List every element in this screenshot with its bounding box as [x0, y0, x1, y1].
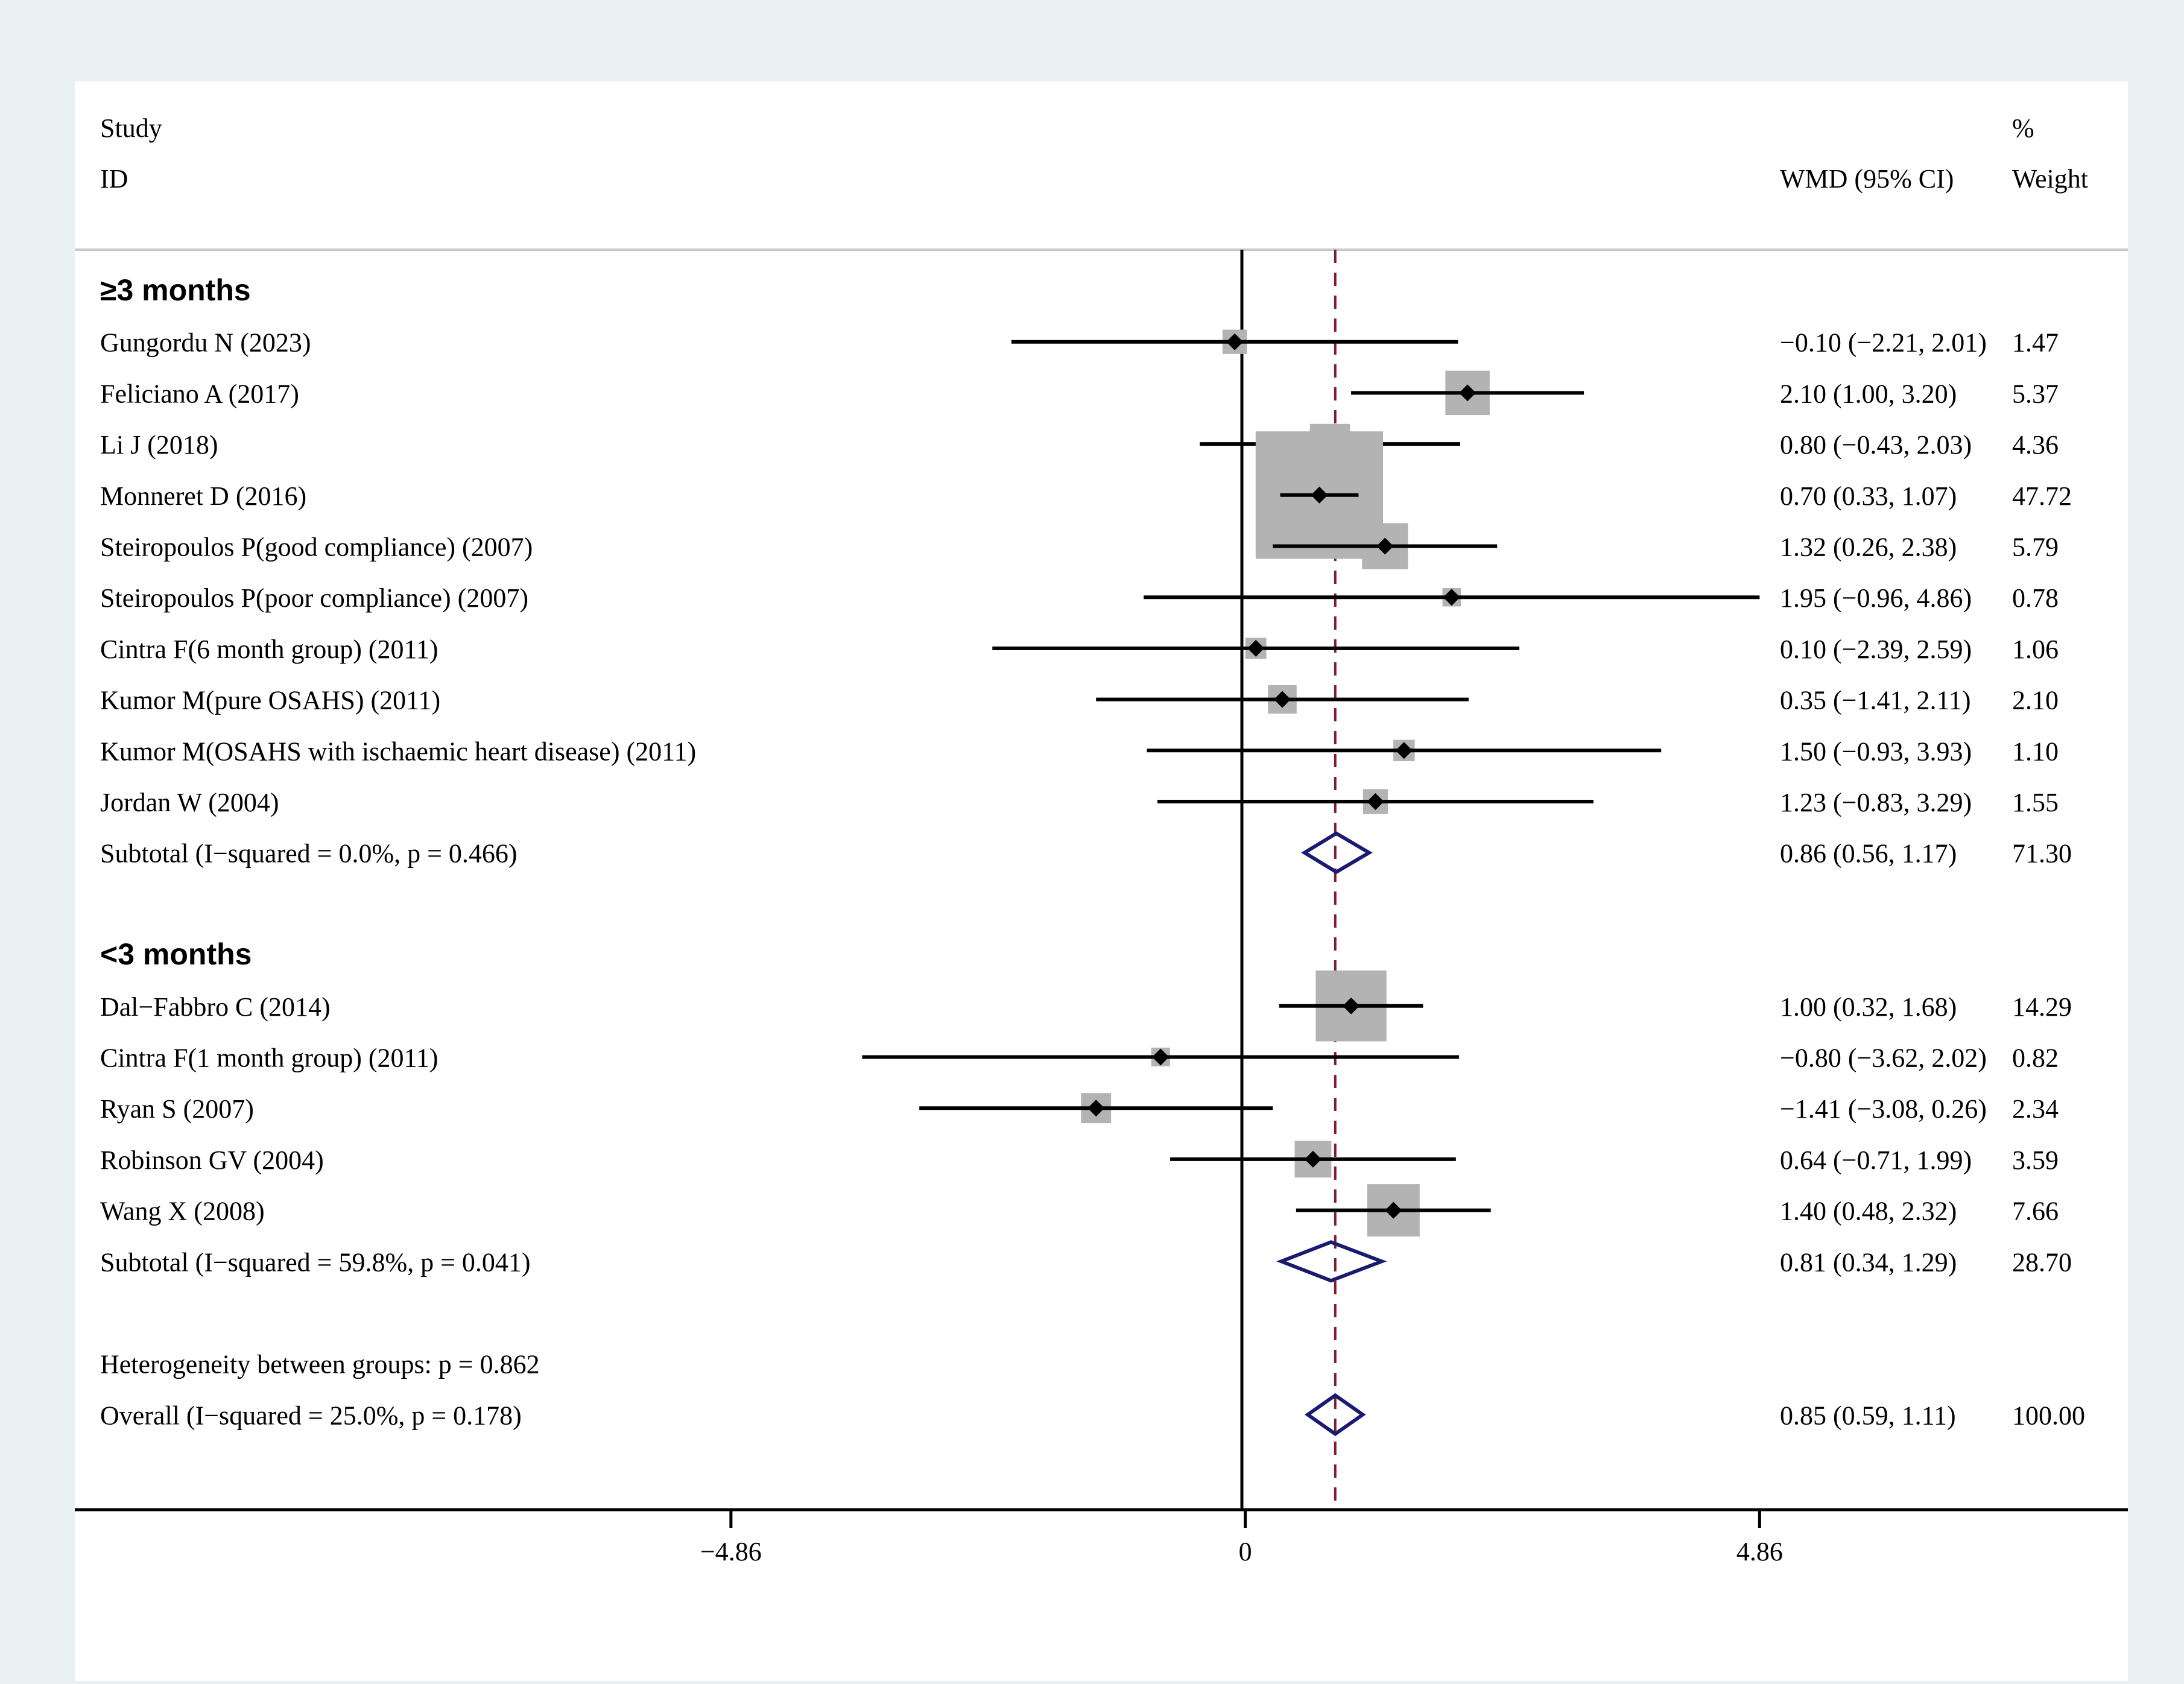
- percent-header: %: [2012, 113, 2034, 143]
- study-label: Cintra F(6 month group) (2011): [100, 635, 438, 664]
- study-header: Study: [100, 113, 162, 143]
- effect-ci-text: 0.80 (−0.43, 2.03): [1780, 430, 1972, 460]
- effect-ci-text: −0.10 (−2.21, 2.01): [1780, 328, 1987, 358]
- study-label: Cintra F(1 month group) (2011): [100, 1043, 438, 1073]
- heterogeneity-note: Heterogeneity between groups: p = 0.862: [100, 1350, 540, 1379]
- effect-ci-text: 1.50 (−0.93, 3.93): [1780, 736, 1972, 766]
- effect-ci-text: −0.80 (−3.62, 2.02): [1780, 1043, 1987, 1073]
- study-label: Li J (2018): [100, 430, 218, 460]
- overall-label: Overall (I−squared = 25.0%, p = 0.178): [100, 1401, 522, 1430]
- x-tick-label: 4.86: [1736, 1537, 1783, 1566]
- weight-text: 7.66: [2012, 1197, 2059, 1226]
- overall-ci-text: 0.85 (0.59, 1.11): [1780, 1401, 1956, 1430]
- id-header: ID: [100, 164, 128, 194]
- weight-text: 14.29: [2012, 992, 2072, 1022]
- subtotal-ci-text: 0.81 (0.34, 1.29): [1780, 1247, 1957, 1277]
- study-label: Kumor M(OSAHS with ischaemic heart disea…: [100, 736, 696, 766]
- effect-ci-text: 1.95 (−0.96, 4.86): [1780, 583, 1972, 613]
- overall-diamond: [1304, 1393, 1366, 1437]
- point-estimate-marker: [1304, 1150, 1321, 1168]
- effect-ci-text: 0.70 (0.33, 1.07): [1780, 481, 1957, 511]
- subtotal-weight-text: 28.70: [2012, 1247, 2072, 1277]
- forest-plot-panel: Study ID WMD (95% CI) % Weight ≥3 months…: [75, 81, 2128, 1681]
- point-estimate-marker: [1343, 997, 1360, 1015]
- point-estimate-marker: [1376, 537, 1394, 555]
- point-estimate-marker: [1459, 384, 1477, 402]
- weight-header: Weight: [2012, 164, 2088, 194]
- study-label: Gungordu N (2023): [100, 328, 311, 358]
- weight-text: 2.10: [2012, 686, 2059, 715]
- point-estimate-marker: [1226, 333, 1244, 350]
- subgroup-header: <3 months: [100, 937, 252, 971]
- weight-text: 3.59: [2012, 1145, 2059, 1175]
- weight-text: 5.79: [2012, 533, 2059, 562]
- study-label: Jordan W (2004): [100, 788, 279, 817]
- point-estimate-marker: [1247, 639, 1265, 657]
- study-label: Steiropoulos P(good compliance) (2007): [100, 533, 533, 562]
- effect-ci-text: 0.64 (−0.71, 1.99): [1780, 1145, 1972, 1175]
- effect-ci-text: 1.40 (0.48, 2.32): [1780, 1197, 1957, 1226]
- column-headers: Study ID WMD (95% CI) % Weight: [75, 113, 2128, 251]
- weight-text: 47.72: [2012, 481, 2072, 511]
- weight-text: 5.37: [2012, 379, 2059, 408]
- study-label: Ryan S (2007): [100, 1094, 254, 1124]
- subtotal-label: Subtotal (I−squared = 0.0%, p = 0.466): [100, 839, 518, 869]
- weight-text: 4.36: [2012, 430, 2059, 460]
- point-estimate-marker: [1311, 486, 1328, 504]
- effect-ci-text: 0.10 (−2.39, 2.59): [1780, 635, 1972, 664]
- point-estimate-marker: [1087, 1100, 1105, 1117]
- overall-weight-text: 100.00: [2012, 1401, 2085, 1430]
- weight-text: 1.10: [2012, 736, 2059, 766]
- effect-ci-text: 0.35 (−1.41, 2.11): [1780, 686, 1971, 715]
- effect-header: WMD (95% CI): [1780, 164, 1954, 194]
- weight-text: 2.34: [2012, 1094, 2059, 1124]
- weight-text: 1.06: [2012, 635, 2059, 664]
- x-axis: −4.86 0 4.86: [75, 1508, 2128, 1566]
- subtotal-weight-text: 71.30: [2012, 839, 2072, 869]
- study-label: Monneret D (2016): [100, 481, 306, 511]
- subtotal-diamond: [1301, 831, 1373, 875]
- weight-text: 1.55: [2012, 788, 2059, 817]
- x-tick-label: 0: [1239, 1537, 1252, 1566]
- weight-text: 0.82: [2012, 1043, 2059, 1073]
- study-label: Kumor M(pure OSAHS) (2011): [100, 686, 440, 715]
- subtotal-label: Subtotal (I−squared = 59.8%, p = 0.041): [100, 1247, 531, 1277]
- forest-rows: ≥3 months Gungordu N (2023) −0.10 (−2.21, …: [100, 273, 2085, 1437]
- effect-ci-text: 1.23 (−0.83, 3.29): [1780, 788, 1972, 817]
- study-label: Robinson GV (2004): [100, 1145, 324, 1175]
- point-estimate-marker: [1152, 1048, 1170, 1066]
- study-label: Steiropoulos P(poor compliance) (2007): [100, 583, 528, 613]
- study-label: Dal−Fabbro C (2014): [100, 992, 331, 1022]
- study-label: Wang X (2008): [100, 1197, 265, 1226]
- study-label: Feliciano A (2017): [100, 379, 299, 408]
- effect-ci-text: 1.32 (0.26, 2.38): [1780, 533, 1957, 562]
- point-estimate-marker: [1367, 793, 1384, 810]
- point-estimate-marker: [1395, 742, 1413, 759]
- effect-ci-text: 2.10 (1.00, 3.20): [1780, 379, 1957, 408]
- subgroup-header: ≥3 months: [100, 273, 251, 307]
- weight-text: 1.47: [2012, 328, 2059, 358]
- forest-plot: Study ID WMD (95% CI) % Weight ≥3 months…: [75, 113, 2128, 1566]
- effect-ci-text: 1.00 (0.32, 1.68): [1780, 992, 1957, 1022]
- point-estimate-marker: [1274, 691, 1291, 708]
- point-estimate-marker: [1385, 1201, 1402, 1219]
- subtotal-diamond: [1276, 1240, 1387, 1283]
- weight-text: 0.78: [2012, 583, 2059, 613]
- point-estimate-marker: [1443, 589, 1460, 606]
- effect-ci-text: −1.41 (−3.08, 0.26): [1780, 1094, 1987, 1124]
- x-tick-label: −4.86: [700, 1537, 762, 1566]
- subtotal-ci-text: 0.86 (0.56, 1.17): [1780, 839, 1957, 869]
